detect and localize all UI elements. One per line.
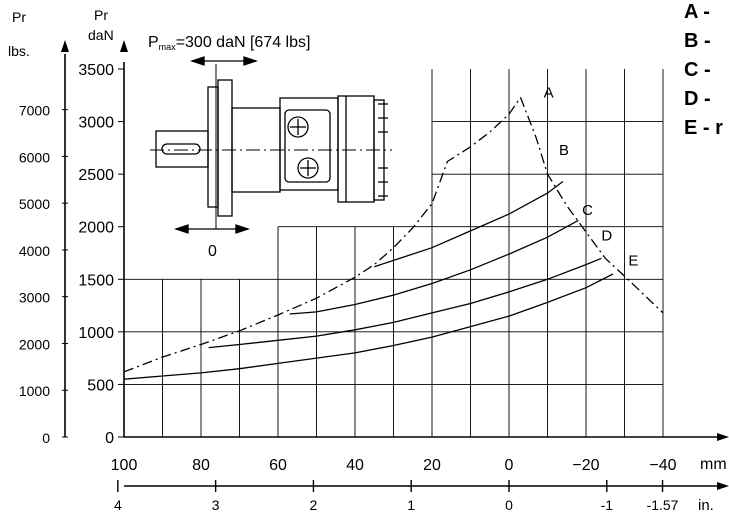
x-in-tick-2: 2 bbox=[310, 497, 318, 513]
x-mm-tick-7: −40 bbox=[649, 457, 676, 474]
legend-item-d: D - bbox=[684, 88, 711, 110]
legend-item-a: A - bbox=[684, 1, 710, 23]
curve-label-b: B bbox=[559, 142, 569, 159]
y-dan-tick-4: 2000 bbox=[78, 220, 114, 237]
load-arrow-top bbox=[189, 56, 259, 66]
x-axis-in-arrow bbox=[717, 482, 729, 490]
y-right-label-top: Pr bbox=[94, 7, 108, 23]
x-in-unit: in. bbox=[698, 497, 714, 514]
x-mm-tick-5: 0 bbox=[505, 457, 514, 474]
y-left-label-bottom: lbs. bbox=[8, 43, 30, 59]
y-dan-tick-5: 2500 bbox=[78, 167, 114, 184]
load-arrow-bottom bbox=[173, 224, 251, 234]
curve-label-e: E bbox=[628, 253, 638, 270]
motor-end-section bbox=[337, 95, 375, 203]
legend-item-c: C - bbox=[684, 59, 711, 81]
pmax-note-sub: max bbox=[159, 42, 177, 52]
x-axis-mm-arrow bbox=[717, 433, 729, 441]
series-layer bbox=[123, 97, 664, 380]
shaft-key bbox=[161, 143, 201, 155]
x-mm-tick-3: 40 bbox=[346, 457, 364, 474]
pmax-note-p: P bbox=[148, 34, 159, 51]
y-lbs-tick-6: 6000 bbox=[19, 149, 50, 165]
series-d bbox=[208, 257, 602, 349]
series-a bbox=[123, 97, 522, 373]
port-upper bbox=[287, 116, 309, 138]
pmax-note: Pmax=300 daN [674 lbs] bbox=[148, 34, 310, 52]
tick-labels: 0500100015002000250030003500010002000300… bbox=[19, 62, 679, 513]
y-left-label-top: Pr bbox=[12, 9, 26, 25]
curve-label-c: C bbox=[582, 202, 593, 219]
y-lbs-tick-0: 0 bbox=[42, 430, 50, 446]
series-c bbox=[289, 219, 579, 315]
y-dan-tick-7: 3500 bbox=[78, 62, 114, 79]
curve-label-d: D bbox=[601, 227, 612, 244]
x-in-tick-0: 4 bbox=[114, 497, 122, 513]
y-axis-dan-arrow bbox=[120, 40, 128, 52]
x-mm-tick-0: 100 bbox=[111, 457, 138, 474]
inset-zero-label: 0 bbox=[208, 243, 217, 260]
x-mm-tick-4: 20 bbox=[423, 457, 441, 474]
x-in-tick-6: -1.57 bbox=[647, 497, 679, 513]
series-e bbox=[123, 273, 614, 380]
y-lbs-tick-2: 2000 bbox=[19, 336, 50, 352]
y-lbs-tick-3: 3000 bbox=[19, 290, 50, 306]
x-in-tick-3: 1 bbox=[407, 497, 415, 513]
series-b bbox=[374, 180, 564, 268]
x-in-tick-1: 3 bbox=[212, 497, 220, 513]
x-in-tick-4: 0 bbox=[505, 497, 513, 513]
x-mm-tick-2: 60 bbox=[269, 457, 287, 474]
y-lbs-tick-1: 1000 bbox=[19, 383, 50, 399]
legend-item-e: E - r bbox=[684, 117, 723, 139]
port-lower bbox=[297, 157, 319, 179]
x-mm-tick-6: −20 bbox=[572, 457, 599, 474]
y-axis-lbs-arrow bbox=[61, 40, 69, 52]
pmax-note-text: =300 daN [674 lbs] bbox=[176, 34, 311, 51]
y-right-label-bottom: daN bbox=[88, 27, 114, 43]
y-lbs-tick-5: 5000 bbox=[19, 196, 50, 212]
y-dan-tick-3: 1500 bbox=[78, 272, 114, 289]
x-mm-unit: mm bbox=[700, 456, 727, 473]
curve-label-a: A bbox=[544, 84, 554, 101]
y-lbs-tick-7: 7000 bbox=[19, 103, 50, 119]
y-lbs-tick-4: 4000 bbox=[19, 243, 50, 259]
y-dan-tick-6: 3000 bbox=[78, 115, 114, 132]
x-mm-tick-1: 80 bbox=[192, 457, 210, 474]
legend-item-b: B - bbox=[684, 30, 711, 52]
x-in-tick-5: -1 bbox=[601, 497, 614, 513]
series-limit bbox=[519, 97, 664, 314]
grid-lines bbox=[123, 69, 664, 437]
y-dan-tick-0: 0 bbox=[105, 430, 114, 447]
legend: A - B - C - D - E - r bbox=[684, 1, 723, 139]
y-dan-tick-2: 1000 bbox=[78, 325, 114, 342]
axes bbox=[61, 40, 729, 490]
motor-port-block bbox=[284, 109, 331, 183]
motor-drawing: 0 bbox=[150, 56, 392, 260]
y-dan-tick-1: 500 bbox=[87, 377, 114, 394]
motor-flange-inner bbox=[217, 79, 233, 217]
